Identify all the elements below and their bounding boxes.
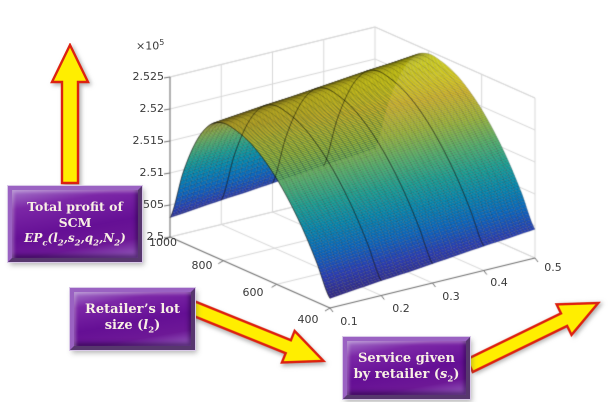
z-axis-exponent: ×105: [136, 38, 165, 53]
profit-label-line2: SCM: [58, 214, 92, 230]
service-label-box: Service given by retailer (s2): [342, 336, 471, 400]
lot-size-label-box: Retailer’s lot size (l2): [69, 287, 196, 351]
lot-size-label-line2: size (l2): [104, 318, 161, 336]
z-tick-label: 2.5: [146, 230, 165, 243]
profit-label-line1: Total profit of: [27, 199, 123, 215]
x-tick-label: 0.5: [544, 261, 562, 274]
profit-formula: EPc(l2,s2,q2,N2): [24, 230, 126, 248]
y-tick-label: 1000: [149, 236, 177, 249]
z-tick-label: 2.525: [132, 70, 165, 83]
lot-size-label-line1: Retailer’s lot: [85, 301, 180, 317]
z-tick-label: 2.515: [132, 134, 165, 147]
lot-size-arrow-icon: [188, 300, 327, 364]
service-label-line2: by retailer (s2): [353, 367, 460, 385]
service-label-line1: Service given: [357, 350, 456, 366]
x-tick-label: 0.3: [442, 290, 460, 303]
x-tick-label: 0.4: [490, 276, 508, 289]
z-tick-label: 2.52: [139, 102, 165, 115]
profit-axis-arrow-icon: [50, 43, 90, 185]
service-arrow-icon: [465, 301, 601, 374]
y-tick-label: 800: [191, 259, 213, 272]
profit-label-box: Total profit of SCM EPc(l2,s2,q2,N2): [7, 185, 143, 263]
z-tick-label: 2.51: [139, 166, 165, 179]
y-tick-label: 400: [297, 313, 319, 326]
x-tick-label: 0.1: [340, 315, 358, 328]
x-tick-label: 0.2: [392, 302, 410, 315]
y-tick-label: 600: [242, 286, 264, 299]
